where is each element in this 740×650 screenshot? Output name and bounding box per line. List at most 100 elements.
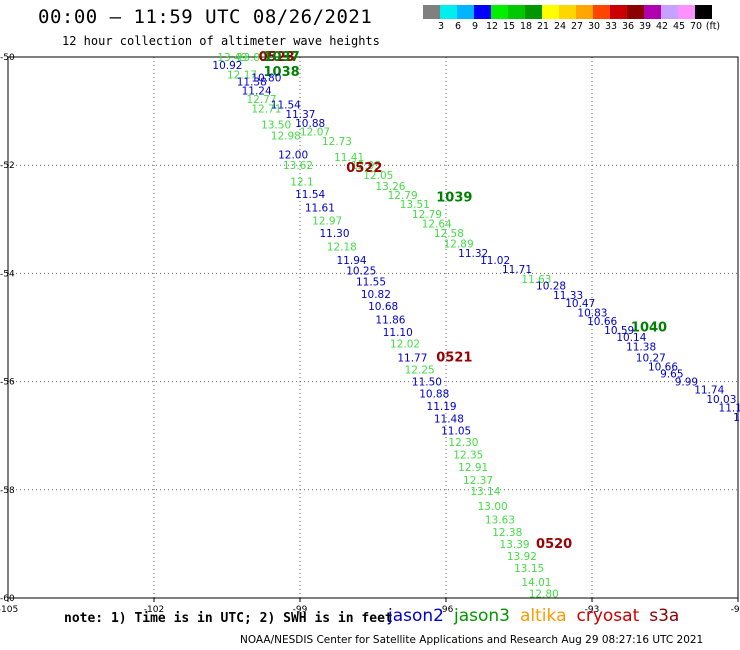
data-point-label: 1037 <box>264 50 300 65</box>
colorbar-label: 21 <box>536 21 550 32</box>
legend-entry-cryosat: cryosat <box>576 606 640 626</box>
colorbar-label: 70 <box>689 21 703 32</box>
data-point-label: 12.25 <box>405 365 435 377</box>
data-point-label: 12.17 <box>227 69 257 81</box>
data-point-label: 11.05 <box>441 425 471 437</box>
data-point-label: 0521 <box>436 350 472 365</box>
data-point-label: 10.25 <box>346 266 376 278</box>
data-point-label: 10.59 <box>604 325 634 337</box>
data-point-label: 11.38 <box>626 341 656 353</box>
data-point-label: 11.61 <box>305 202 335 214</box>
data-point-label: 13.83 <box>237 52 267 64</box>
data-point-label: 13.63 <box>485 515 515 527</box>
data-point-label: 12.00 <box>278 149 308 161</box>
data-point-label: 13.92 <box>507 551 537 563</box>
chart-subtitle: 12 hour collection of altimeter wave hei… <box>62 34 380 48</box>
x-tick-label: -102 <box>144 605 164 615</box>
data-point-label: 11.71 <box>502 264 532 276</box>
colorbar-label: 24 <box>553 21 567 32</box>
data-point-label: 12.80 <box>529 589 559 601</box>
credits-line: NOAA/NESDIS Center for Satellite Applica… <box>240 634 704 646</box>
colorbar-label: 3 <box>437 21 445 32</box>
data-point-label: 11.02 <box>480 255 510 267</box>
colorbar-swatch <box>695 5 712 19</box>
data-point-label: 11.19 <box>427 401 457 413</box>
data-point-label: 13.62 <box>283 160 313 172</box>
legend-entry-jason3: jason3 <box>454 606 510 626</box>
legend-entry-s3a: s3a <box>649 606 680 626</box>
data-point-label: 12.1 <box>290 176 313 188</box>
data-point-label: 11.32 <box>458 248 488 260</box>
data-point-label: 10.66 <box>587 316 617 328</box>
data-point-label: 12.97 <box>312 215 342 227</box>
colorbar-label: 45 <box>672 21 686 32</box>
data-point-label: 13.49 <box>217 52 247 64</box>
data-point-label: 14.01 <box>521 577 551 589</box>
colorbar-label: 15 <box>502 21 516 32</box>
data-point-label: 11.63 <box>521 274 551 286</box>
data-point-label: 13.51 <box>400 199 430 211</box>
data-point-label: 10.82 <box>361 289 391 301</box>
colorbar-swatch <box>678 5 695 19</box>
x-tick-label: -105 <box>0 605 18 615</box>
colorbar-swatch <box>627 5 644 19</box>
data-point-label: 1040 <box>631 321 667 336</box>
data-point-label: 12.30 <box>448 437 478 449</box>
data-point-label: 11.48 <box>434 413 464 425</box>
footer-note: note: 1) Time is in UTC; 2) SWH is in fe… <box>64 611 393 626</box>
colorbar-swatch <box>423 5 440 19</box>
data-point-label: 11.33 <box>553 290 583 302</box>
legend-entry-altika: altika <box>520 606 567 626</box>
data-point-label: 10.14 <box>616 332 646 344</box>
colorbar-label: 6 <box>454 21 462 32</box>
y-tick-label: -50 <box>0 53 15 63</box>
colorbar-label: 39 <box>638 21 652 32</box>
data-point-label: 13.14 <box>470 486 500 498</box>
data-point-label: 11.55 <box>356 277 386 289</box>
x-tick-label: -99 <box>293 605 308 615</box>
colorbar-label: 30 <box>587 21 601 32</box>
data-point-label: 9.99 <box>675 377 698 389</box>
x-tick-label: -90 <box>731 605 740 615</box>
data-point-label: 12.58 <box>434 228 464 240</box>
data-point-label: 12.77 <box>246 94 276 106</box>
data-point-label: 12.71 <box>251 103 281 115</box>
y-tick-label: -52 <box>0 161 15 171</box>
data-point-label: 12.89 <box>444 239 474 251</box>
data-point-label: 9.65 <box>660 368 683 380</box>
data-point-label: 11.41 <box>334 152 364 164</box>
plot-frame <box>7 56 739 599</box>
data-point-label: 1039 <box>436 191 472 206</box>
colorbar-swatch <box>610 5 627 19</box>
data-point-label: 12.98 <box>271 130 301 142</box>
colorbar-swatch <box>440 5 457 19</box>
data-point-label: 12.07 <box>300 127 330 139</box>
x-tick-label: -96 <box>439 605 454 615</box>
colorbar-swatch <box>525 5 542 19</box>
data-point-label: 10.27 <box>636 352 666 364</box>
data-point-label: 12.73 <box>322 136 352 148</box>
y-tick-label: -58 <box>0 486 15 496</box>
chart-title: 00:00 – 11:59 UTC 08/26/2021 <box>38 6 373 28</box>
data-point-label: 13.00 <box>478 501 508 513</box>
colorbar-swatch <box>508 5 525 19</box>
data-point-label: 11.69 <box>733 412 740 424</box>
data-point-label: 12.35 <box>453 450 483 462</box>
x-tick-label: -93 <box>585 605 600 615</box>
data-point-label: 11.30 <box>319 228 349 240</box>
data-point-label: 0520 <box>536 537 572 552</box>
data-point-label: 0522 <box>346 161 382 176</box>
data-point-label: 10.68 <box>368 301 398 313</box>
colorbar-label: 36 <box>621 21 635 32</box>
data-point-label: 12.64 <box>422 219 452 231</box>
colorbar-label: 27 <box>570 21 584 32</box>
y-tick-label: -56 <box>0 378 15 388</box>
legend-entry-jason2: jason2 <box>388 606 444 626</box>
data-point-label: 12.05 <box>363 170 393 182</box>
colorbar-label: (ft) <box>705 21 721 32</box>
colorbar-swatch <box>542 5 559 19</box>
data-point-label: 0523 <box>259 50 295 65</box>
data-point-label: 11.54 <box>271 100 301 112</box>
